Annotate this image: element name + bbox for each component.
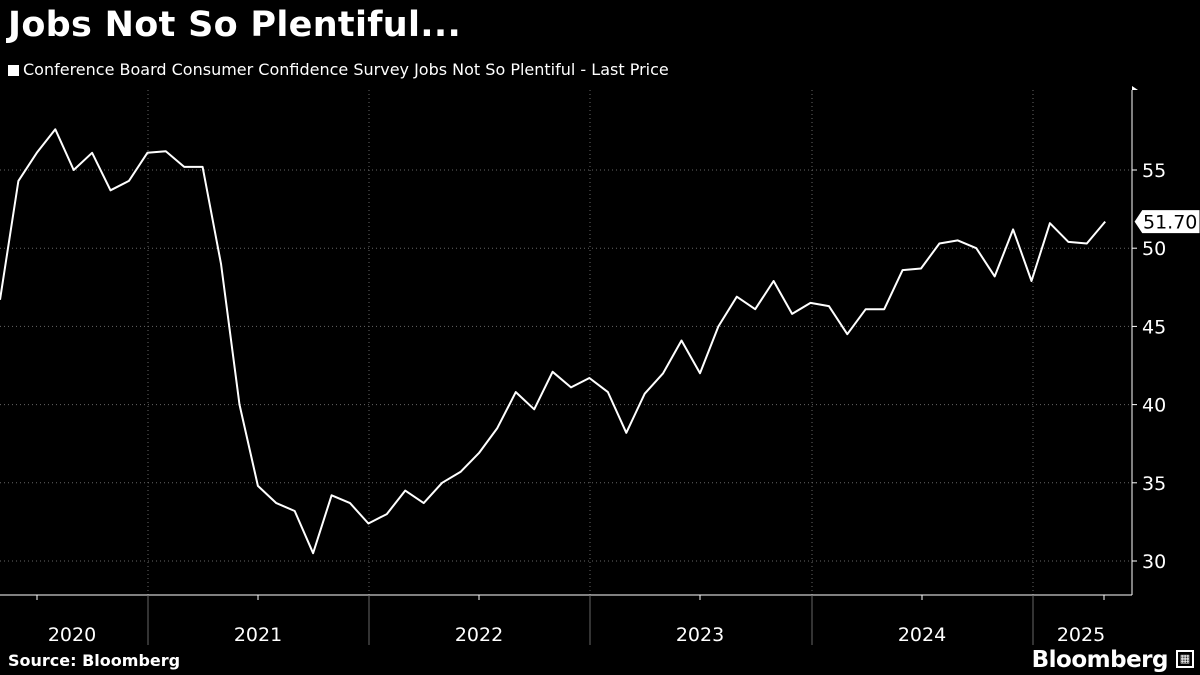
y-tick-label: 35 [1142,473,1166,495]
last-value-label: 51.70 [1143,212,1197,234]
x-tick-label: 2020 [48,624,96,646]
chart-title: Jobs Not So Plentiful... [8,5,462,45]
brand-chart-icon: ▦ [1176,650,1194,668]
y-tick-label: 40 [1142,395,1166,417]
legend-swatch [8,64,19,76]
brand-logo: Bloomberg [1031,647,1169,673]
x-tick-label: 2024 [898,624,946,646]
series-line [0,128,1106,555]
x-tick-label: 2021 [234,624,282,646]
y-tick-label: 50 [1142,238,1166,260]
x-tick-label: 2022 [455,624,503,646]
x-tick-label: 2023 [676,624,724,646]
y-tick-label: 55 [1142,160,1166,182]
y-axis-arrow [1132,86,1138,90]
x-tick-label: 2025 [1057,624,1105,646]
y-tick-label: 30 [1142,551,1166,573]
source-note: Source: Bloomberg [8,651,181,670]
y-tick-label: 45 [1142,316,1166,338]
last-value-flag [1133,209,1200,235]
legend-label: Conference Board Consumer Confidence Sur… [23,60,669,79]
legend: Conference Board Consumer Confidence Sur… [8,60,669,80]
